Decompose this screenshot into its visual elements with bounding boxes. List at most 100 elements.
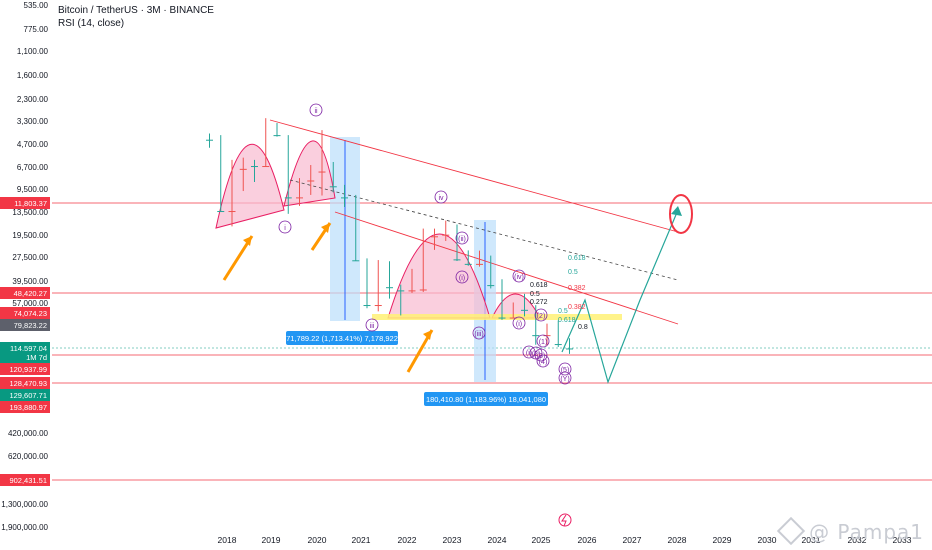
candle-body <box>307 180 315 182</box>
measure-label-bg <box>424 392 548 406</box>
projection-head <box>671 206 682 216</box>
wave-label: iv <box>438 195 444 202</box>
measure-label-bg <box>286 331 398 345</box>
price-badge-label: 1M 7d <box>26 353 47 362</box>
price-badge <box>0 401 50 413</box>
wave-label: (5) <box>561 367 570 374</box>
y-tick-label: 57,000.00 <box>12 299 48 308</box>
price-badge <box>0 363 50 375</box>
wave-label: (3) <box>537 353 546 360</box>
y-tick-label: 1,600.00 <box>17 71 49 80</box>
candle-body <box>386 287 393 289</box>
y-tick-label: 1,100.00 <box>17 47 49 56</box>
y-tick-label: 535.00 <box>24 1 49 10</box>
symbol-title[interactable]: Bitcoin / TetherUS · 3M · BINANCE <box>58 5 214 16</box>
arch-3 <box>387 233 491 319</box>
y-tick-label: 1,300,000.00 <box>1 500 48 509</box>
price-badges: 11,803.37 48,420.27 74,074.23 79,823.22 114,… <box>0 197 50 486</box>
projection-path <box>561 209 679 384</box>
y-tick-label: 1,900,000.00 <box>1 523 48 532</box>
candle-body <box>532 335 540 337</box>
arch-1 <box>215 144 285 229</box>
fib-label: 0.382 <box>568 304 586 311</box>
wave-label: (2) <box>532 351 541 358</box>
wave-ring <box>455 231 469 245</box>
fib-label: 0.8 <box>578 324 588 331</box>
x-tick-label: 2029 <box>713 535 732 545</box>
support-band <box>372 314 622 320</box>
trend-dashed <box>289 179 679 281</box>
candle-body <box>509 317 517 319</box>
price-badge-label: 74,074.23 <box>14 309 47 318</box>
indicator-label[interactable]: RSI (14, close) <box>58 18 125 29</box>
candle-body <box>419 289 427 291</box>
wave-label: i <box>284 225 286 232</box>
wave-ring <box>529 346 543 360</box>
wave-ring <box>512 269 526 283</box>
price-badge <box>0 307 50 319</box>
wave-ring <box>278 220 292 234</box>
wave-ring <box>512 316 526 330</box>
wave-ring <box>365 318 379 332</box>
y-tick-label: 4,700.00 <box>17 140 49 149</box>
annotations <box>215 119 693 384</box>
price-badge-label: 902,431.51 <box>9 476 47 485</box>
tradingview-logo-icon <box>776 516 806 546</box>
price-badge-label: 11,803.37 <box>14 199 47 208</box>
candle-body <box>239 168 247 170</box>
price-badge-label: 120,937.99 <box>9 365 47 374</box>
target-ellipse <box>669 194 693 234</box>
event-icon <box>558 513 572 527</box>
candle-body <box>318 171 326 173</box>
author-watermark: @ Pampa1 <box>776 516 924 546</box>
x-tick-label: 2028 <box>668 535 687 545</box>
annotation-labels: 71,789.22 (1,713.41%) 7,178,922 180,410.8… <box>278 103 588 527</box>
wave-label: (i) <box>526 350 532 357</box>
x-tick-label: 2025 <box>532 535 551 545</box>
x-tick-label: 2019 <box>262 535 281 545</box>
candle-body <box>341 197 348 199</box>
y-tick-label: 6,700.00 <box>17 163 49 172</box>
wave-ring <box>558 371 572 385</box>
candles <box>206 118 573 354</box>
candle-body <box>296 197 303 199</box>
candle-body <box>554 344 562 346</box>
wave-label: (2) <box>537 313 546 320</box>
candle-body <box>521 309 528 311</box>
fib-label: 0.272 <box>530 299 548 306</box>
orange-arrow-head <box>243 236 252 246</box>
candle-body <box>363 305 371 307</box>
wave-ring <box>309 103 323 117</box>
wave-label: (1) <box>539 339 548 346</box>
x-tick-label: 2018 <box>218 535 237 545</box>
candle-body <box>498 317 506 319</box>
candle-body <box>329 186 337 188</box>
price-badge <box>0 197 50 209</box>
y-tick-label: 3,300.00 <box>17 117 49 126</box>
horizontal-levels <box>52 202 932 481</box>
wave-label: (4) <box>539 359 548 366</box>
price-badge-label: 128,470.93 <box>9 379 47 388</box>
price-badge <box>0 287 50 299</box>
channel-upper <box>269 119 679 233</box>
wave-label: (i) <box>459 275 465 282</box>
candle-body <box>273 135 281 137</box>
chart-legend: Bitcoin / TetherUS · 3M · BINANCE RSI (1… <box>58 4 214 30</box>
x-tick-label: 2033 <box>893 535 912 545</box>
time-axis: 2018 2019 2020 2021 2022 2023 2024 2025 2026 2027… <box>218 535 912 545</box>
candle-body <box>397 290 405 292</box>
candle-body <box>442 234 450 236</box>
y-tick-label: 39,500.00 <box>12 277 48 286</box>
y-tick-label: 2,300.00 <box>17 95 49 104</box>
y-tick-label: 775.00 <box>24 25 49 34</box>
candle-body <box>453 259 461 261</box>
x-tick-label: 2021 <box>352 535 371 545</box>
candle-body <box>543 335 551 337</box>
fib-label: 0.382 <box>568 285 586 292</box>
y-tick-label: 27,500.00 <box>12 253 48 262</box>
arch-2 <box>283 140 336 207</box>
price-badge <box>0 474 50 486</box>
price-badge-label: 114,597.04 <box>10 344 47 353</box>
candle-body <box>284 197 292 199</box>
